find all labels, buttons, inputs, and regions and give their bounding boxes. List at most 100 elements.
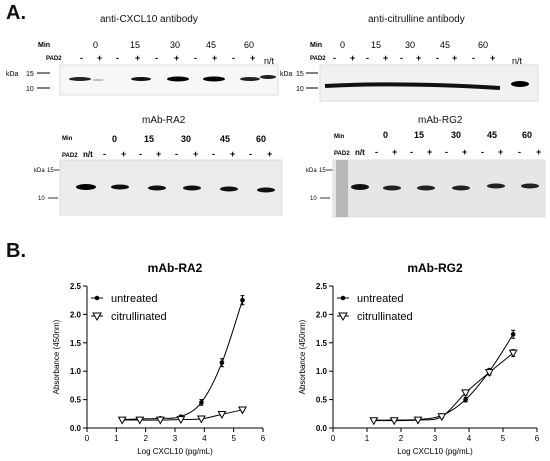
band bbox=[351, 184, 369, 190]
kda-label: kDa bbox=[6, 71, 19, 78]
sign: - bbox=[518, 147, 521, 157]
blot-ra2: Min 0 15 30 45 60 PAD2 n/t - + - + - + -… bbox=[34, 134, 283, 216]
data-point-citrullinated bbox=[238, 406, 247, 415]
time-label: 45 bbox=[206, 40, 216, 50]
pad2-label: PAD2 bbox=[62, 153, 78, 159]
y-axis-label: Absorbance (450nm) bbox=[298, 319, 307, 394]
x-tick-label: 5 bbox=[231, 434, 236, 443]
sign: + bbox=[212, 53, 217, 63]
legend-label: untreated bbox=[357, 293, 403, 305]
time-label: 60 bbox=[256, 134, 266, 144]
sign: + bbox=[121, 149, 126, 159]
blot-cxcl10: Min 0 15 30 45 60 PAD2 - + - + - + - + -… bbox=[6, 40, 279, 96]
time-label: 30 bbox=[181, 134, 191, 144]
time-label: 30 bbox=[451, 130, 461, 140]
sign: + bbox=[498, 147, 503, 157]
chart-title: mAb-RA2 bbox=[148, 261, 203, 275]
legend-label: citrullinated bbox=[357, 311, 413, 323]
y-tick-label: 2.5 bbox=[70, 282, 82, 291]
sign: - bbox=[212, 149, 215, 159]
marker-10: 10 bbox=[26, 86, 34, 93]
time-label: 15 bbox=[414, 130, 424, 140]
nt-label: n/t bbox=[264, 56, 275, 66]
series-line-untreated bbox=[373, 334, 514, 421]
x-tick-label: 3 bbox=[173, 434, 178, 443]
sign: + bbox=[230, 149, 235, 159]
band bbox=[417, 185, 435, 191]
data-point-untreated bbox=[219, 360, 225, 365]
marker-15: 15 bbox=[296, 71, 304, 78]
sign: + bbox=[193, 149, 198, 159]
min-label: Min bbox=[334, 134, 345, 140]
sign: + bbox=[97, 53, 102, 63]
legend-label: citrullinated bbox=[111, 311, 167, 323]
series-line-citrullinated bbox=[373, 352, 514, 422]
marker-15: 15 bbox=[319, 168, 326, 174]
pad2-label: PAD2 bbox=[310, 56, 326, 62]
band bbox=[260, 75, 276, 79]
time-label: 15 bbox=[130, 40, 140, 50]
y-tick-label: 1.5 bbox=[70, 339, 82, 348]
y-tick-label: 0.5 bbox=[70, 396, 82, 405]
data-point-untreated bbox=[463, 397, 468, 402]
blot-title-rg2: mAb-RG2 bbox=[418, 115, 463, 126]
x-tick-label: 0 bbox=[331, 434, 336, 443]
data-point-citrullinated bbox=[217, 410, 227, 419]
sign: - bbox=[472, 53, 475, 63]
band bbox=[76, 184, 96, 190]
y-tick-label: 0.0 bbox=[70, 424, 82, 433]
legend-marker bbox=[338, 312, 348, 322]
band bbox=[521, 183, 539, 189]
pad2-label: PAD2 bbox=[46, 56, 62, 62]
sign: - bbox=[400, 53, 403, 63]
x-tick-label: 4 bbox=[467, 434, 472, 443]
sign: - bbox=[232, 53, 235, 63]
band bbox=[131, 77, 151, 81]
x-axis-label: Log CXCL10 (pg/mL) bbox=[397, 447, 473, 456]
western-blots: Min 0 15 30 45 60 PAD2 - + - + - + - + -… bbox=[6, 40, 546, 218]
y-tick-label: 1.5 bbox=[316, 339, 328, 348]
x-tick-label: 6 bbox=[535, 434, 540, 443]
marker-10: 10 bbox=[310, 196, 317, 202]
x-tick-label: 3 bbox=[433, 434, 438, 443]
sign: + bbox=[536, 147, 541, 157]
time-label: 45 bbox=[487, 130, 497, 140]
nt-label: n/t bbox=[83, 150, 93, 159]
sign: + bbox=[490, 53, 495, 63]
data-point-citrullinated bbox=[135, 416, 145, 425]
legend-marker bbox=[92, 312, 102, 322]
marker-10: 10 bbox=[38, 196, 45, 202]
data-point-citrullinated bbox=[413, 416, 423, 425]
blot-title-ra2: mAb-RA2 bbox=[142, 115, 186, 126]
sign: + bbox=[267, 149, 272, 159]
sign: - bbox=[155, 53, 158, 63]
data-point-citrullinated bbox=[176, 416, 186, 425]
time-label: 0 bbox=[93, 40, 98, 50]
legend-marker bbox=[340, 295, 346, 301]
pad2-label: PAD2 bbox=[334, 151, 350, 157]
blot-membrane bbox=[59, 159, 283, 216]
time-label: 0 bbox=[112, 134, 117, 144]
nt-label: n/t bbox=[355, 148, 365, 157]
sign: + bbox=[416, 53, 421, 63]
time-label: 45 bbox=[440, 40, 450, 50]
blot-title-cxcl10: anti-CXCL10 antibody bbox=[100, 14, 198, 25]
sign: + bbox=[427, 147, 432, 157]
marker-10: 10 bbox=[296, 86, 304, 93]
time-label: 60 bbox=[522, 130, 532, 140]
time-label: 15 bbox=[144, 134, 154, 144]
y-tick-label: 1.0 bbox=[316, 367, 328, 376]
sign: - bbox=[445, 147, 448, 157]
x-tick-label: 1 bbox=[365, 434, 370, 443]
panel-b-label: B. bbox=[6, 240, 26, 262]
marker-15: 15 bbox=[47, 168, 54, 174]
sign: - bbox=[410, 147, 413, 157]
y-tick-label: 2.0 bbox=[316, 310, 328, 319]
data-point-citrullinated bbox=[508, 349, 518, 358]
nt-label: n/t bbox=[512, 56, 523, 66]
kda-label: kDa bbox=[280, 71, 293, 78]
band bbox=[203, 76, 225, 82]
band bbox=[111, 184, 129, 190]
x-tick-label: 0 bbox=[85, 434, 90, 443]
sign: - bbox=[194, 53, 197, 63]
